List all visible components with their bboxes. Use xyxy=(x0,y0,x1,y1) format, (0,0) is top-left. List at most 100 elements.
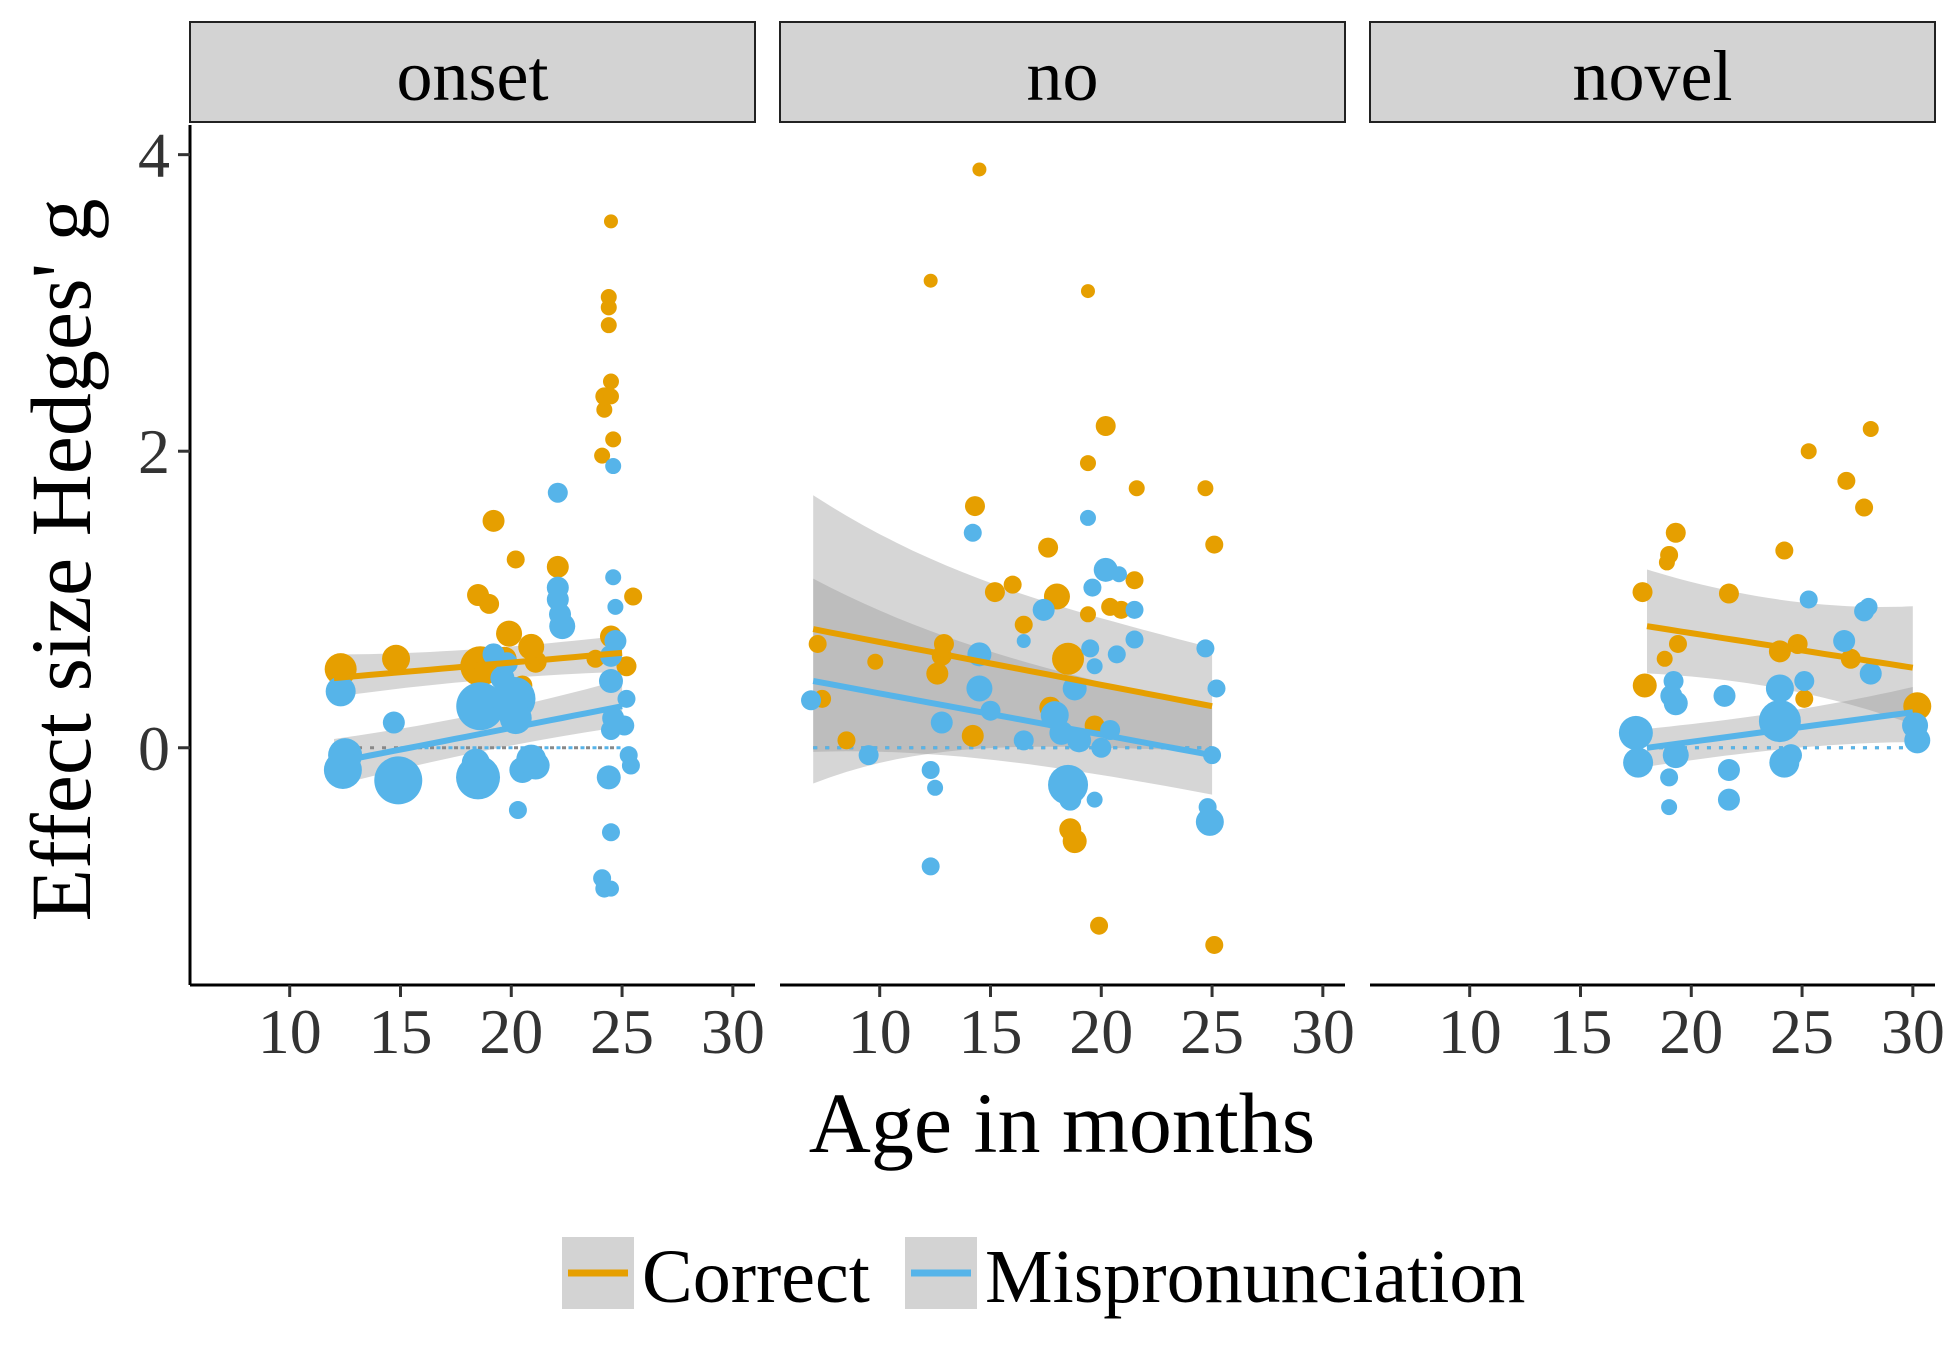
data-point xyxy=(1107,645,1126,664)
data-point xyxy=(621,756,640,775)
strip-label: onset xyxy=(397,36,549,116)
trend-line-correct xyxy=(1646,623,1914,671)
data-point xyxy=(602,880,619,897)
legend-item-correct: Correct xyxy=(562,1235,870,1319)
data-point xyxy=(1013,730,1034,751)
data-point xyxy=(604,630,627,652)
data-point xyxy=(1079,455,1096,472)
points-mispronunciation xyxy=(323,458,640,898)
data-point xyxy=(972,162,987,177)
data-point xyxy=(1775,541,1794,560)
data-point xyxy=(617,689,636,708)
data-point xyxy=(1765,674,1794,703)
data-point xyxy=(1080,284,1095,299)
data-point xyxy=(1052,642,1085,675)
y-tick-label: 0 xyxy=(138,713,170,784)
data-point xyxy=(1197,480,1214,497)
x-tick-label: 15 xyxy=(1548,996,1612,1067)
data-point xyxy=(596,765,621,790)
data-point xyxy=(1086,658,1103,675)
data-point xyxy=(1632,673,1657,698)
data-point xyxy=(1800,443,1817,460)
trend-line-mispronunciation xyxy=(812,678,1213,759)
data-point xyxy=(624,587,643,606)
x-tick-label: 30 xyxy=(1291,996,1355,1067)
y-axis-title: Effect size Hedges' g xyxy=(13,198,109,921)
data-point xyxy=(1779,744,1802,767)
data-point xyxy=(382,644,411,673)
data-point xyxy=(456,755,501,800)
data-point xyxy=(1794,671,1815,692)
legend: Correct Mispronunciation xyxy=(562,1235,1525,1319)
data-point xyxy=(1660,768,1679,787)
trend-line-correct xyxy=(333,649,623,682)
y-axis: 0 2 4 xyxy=(138,120,192,985)
data-point xyxy=(1207,679,1226,698)
data-point xyxy=(600,317,617,334)
data-point xyxy=(1663,691,1688,716)
data-point xyxy=(1718,583,1739,604)
data-point xyxy=(1125,630,1144,649)
data-point xyxy=(1014,615,1033,634)
data-point xyxy=(963,523,982,542)
x-tick-label: 20 xyxy=(1069,996,1133,1067)
x-tick-label: 25 xyxy=(1770,996,1834,1067)
data-point xyxy=(966,675,993,702)
data-point xyxy=(1062,829,1087,854)
data-point xyxy=(605,431,622,448)
data-point xyxy=(1079,606,1096,623)
data-point xyxy=(482,509,505,532)
data-point xyxy=(1632,582,1653,603)
data-point xyxy=(1661,799,1678,816)
x-tick-label: 15 xyxy=(368,996,432,1067)
data-point xyxy=(479,593,500,614)
data-point xyxy=(921,761,940,779)
data-point xyxy=(601,823,620,842)
data-point xyxy=(1079,509,1096,526)
data-point xyxy=(1668,634,1687,653)
data-point xyxy=(546,555,569,578)
data-point xyxy=(867,653,884,670)
trend-line-mispronunciation xyxy=(333,703,623,766)
data-point xyxy=(1038,537,1059,558)
panel-no: no 10 15 20 25 30 xyxy=(779,21,1355,1067)
data-point xyxy=(1713,684,1736,707)
data-point xyxy=(1205,935,1224,954)
data-point xyxy=(1618,715,1653,750)
data-point xyxy=(1205,535,1224,554)
legend-label: Mispronunciation xyxy=(985,1235,1525,1319)
data-point xyxy=(927,779,944,796)
points-correct xyxy=(808,162,1224,954)
data-point xyxy=(547,482,568,503)
data-point xyxy=(596,401,613,418)
data-point xyxy=(1003,575,1022,594)
data-point xyxy=(961,724,984,747)
data-point xyxy=(374,756,423,805)
data-point xyxy=(808,634,827,653)
data-point xyxy=(1837,471,1856,490)
data-point xyxy=(933,633,954,654)
data-point xyxy=(1623,747,1654,778)
data-point xyxy=(1799,590,1818,609)
data-point xyxy=(1195,807,1224,836)
confidence-band-mispronunciation xyxy=(813,578,1213,795)
data-point xyxy=(1717,759,1740,781)
data-point xyxy=(549,613,576,640)
data-point xyxy=(1859,662,1882,685)
data-point xyxy=(1091,737,1112,758)
data-point xyxy=(603,214,618,229)
x-tick-label: 15 xyxy=(958,996,1022,1067)
x-tick-label: 10 xyxy=(1438,996,1502,1067)
x-tick-label: 20 xyxy=(1659,996,1723,1067)
data-point xyxy=(496,620,523,647)
data-point xyxy=(923,273,938,288)
data-point xyxy=(921,857,940,876)
data-point xyxy=(1016,634,1031,648)
data-point xyxy=(1855,498,1874,517)
data-point xyxy=(1656,650,1673,667)
trend-line-correct xyxy=(812,626,1213,710)
data-point xyxy=(1662,742,1689,769)
data-point xyxy=(607,598,624,615)
data-point xyxy=(1758,700,1801,743)
